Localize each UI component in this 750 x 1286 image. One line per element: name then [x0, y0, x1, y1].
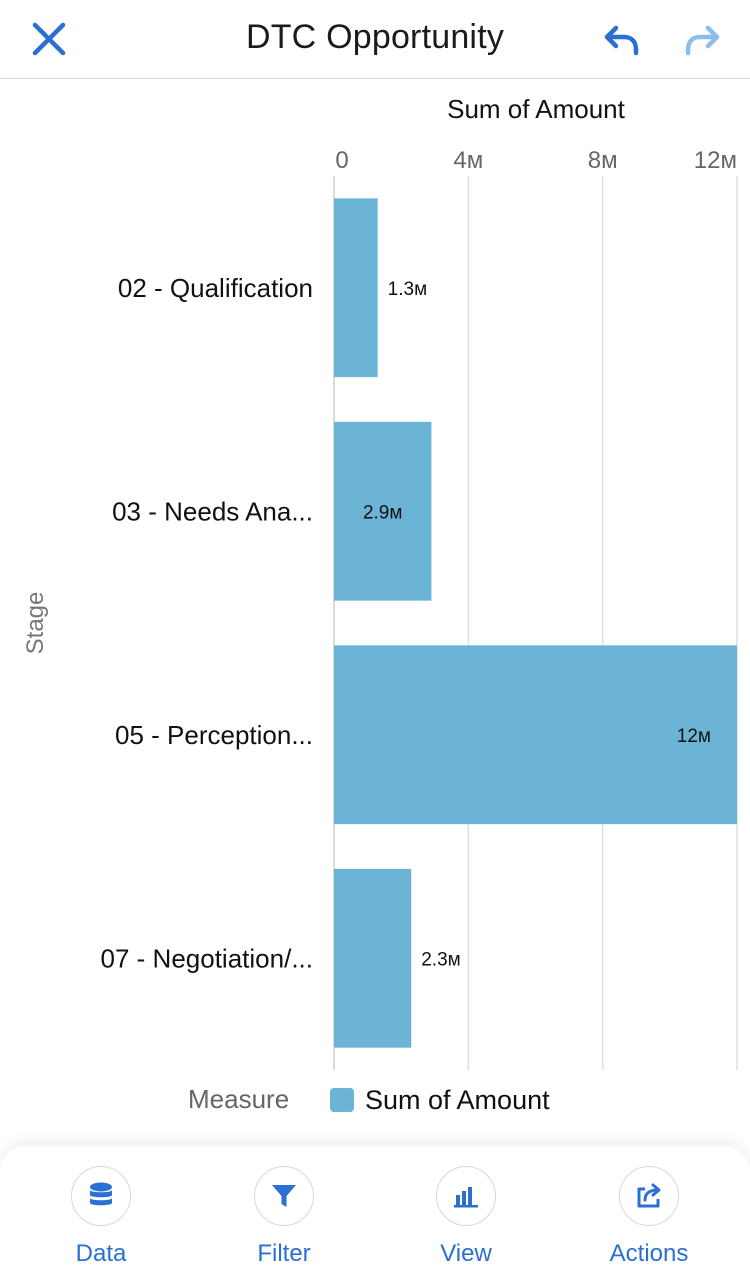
category-label: 03 - Needs Ana... — [112, 496, 313, 526]
actions-button-label: Actions — [609, 1240, 689, 1267]
x-tick-label: 0 — [335, 147, 348, 174]
data-label: 1.3м — [388, 279, 427, 300]
close-icon — [32, 22, 66, 56]
filter-button[interactable]: Filter — [209, 1166, 359, 1276]
category-label: 07 - Negotiation/... — [101, 943, 313, 973]
bottom-toolbar: Data Filter View Actions — [0, 1146, 750, 1286]
x-axis-title: Sum of Amount — [447, 94, 626, 124]
data-button-label: Data — [75, 1240, 127, 1267]
legend-title: Measure — [188, 1084, 290, 1114]
legend-entry: Sum of Amount — [365, 1085, 550, 1115]
view-button-label: View — [440, 1240, 492, 1267]
x-tick-label: 12м — [694, 147, 737, 174]
top-bar: DTC Opportunity — [0, 0, 750, 79]
data-button[interactable]: Data — [26, 1166, 176, 1276]
chart-legend: Measure Sum of Amount — [0, 1082, 750, 1122]
x-tick-label: 4м — [453, 147, 483, 174]
category-label: 05 - Perception... — [115, 720, 313, 750]
database-icon — [90, 1182, 112, 1206]
view-button[interactable]: View — [391, 1166, 541, 1276]
data-label: 2.9м — [363, 502, 402, 523]
redo-icon — [685, 25, 720, 56]
redo-button[interactable] — [682, 20, 722, 60]
data-label: 12м — [677, 726, 711, 747]
bar-chart: 0 4м 8м 12м Sum of Amount Stage 02 - Qualifica… — [22, 94, 738, 1070]
undo-icon — [604, 25, 639, 56]
page-title: DTC Opportunity — [245, 18, 505, 56]
bar — [334, 645, 737, 825]
bar — [334, 868, 412, 1048]
filter-button-label: Filter — [257, 1240, 311, 1267]
filter-icon — [272, 1185, 296, 1207]
actions-button[interactable]: Actions — [574, 1166, 724, 1276]
bar-chart-icon — [454, 1187, 478, 1208]
share-icon — [637, 1183, 661, 1208]
data-label: 2.3м — [421, 949, 460, 970]
legend-swatch — [330, 1088, 354, 1112]
undo-button[interactable] — [602, 20, 642, 60]
close-button[interactable] — [30, 20, 68, 58]
category-label: 02 - Qualification — [118, 273, 313, 303]
bar — [334, 198, 378, 378]
y-axis-title: Stage — [22, 592, 49, 655]
bar — [334, 421, 432, 601]
x-tick-label: 8м — [588, 147, 618, 174]
